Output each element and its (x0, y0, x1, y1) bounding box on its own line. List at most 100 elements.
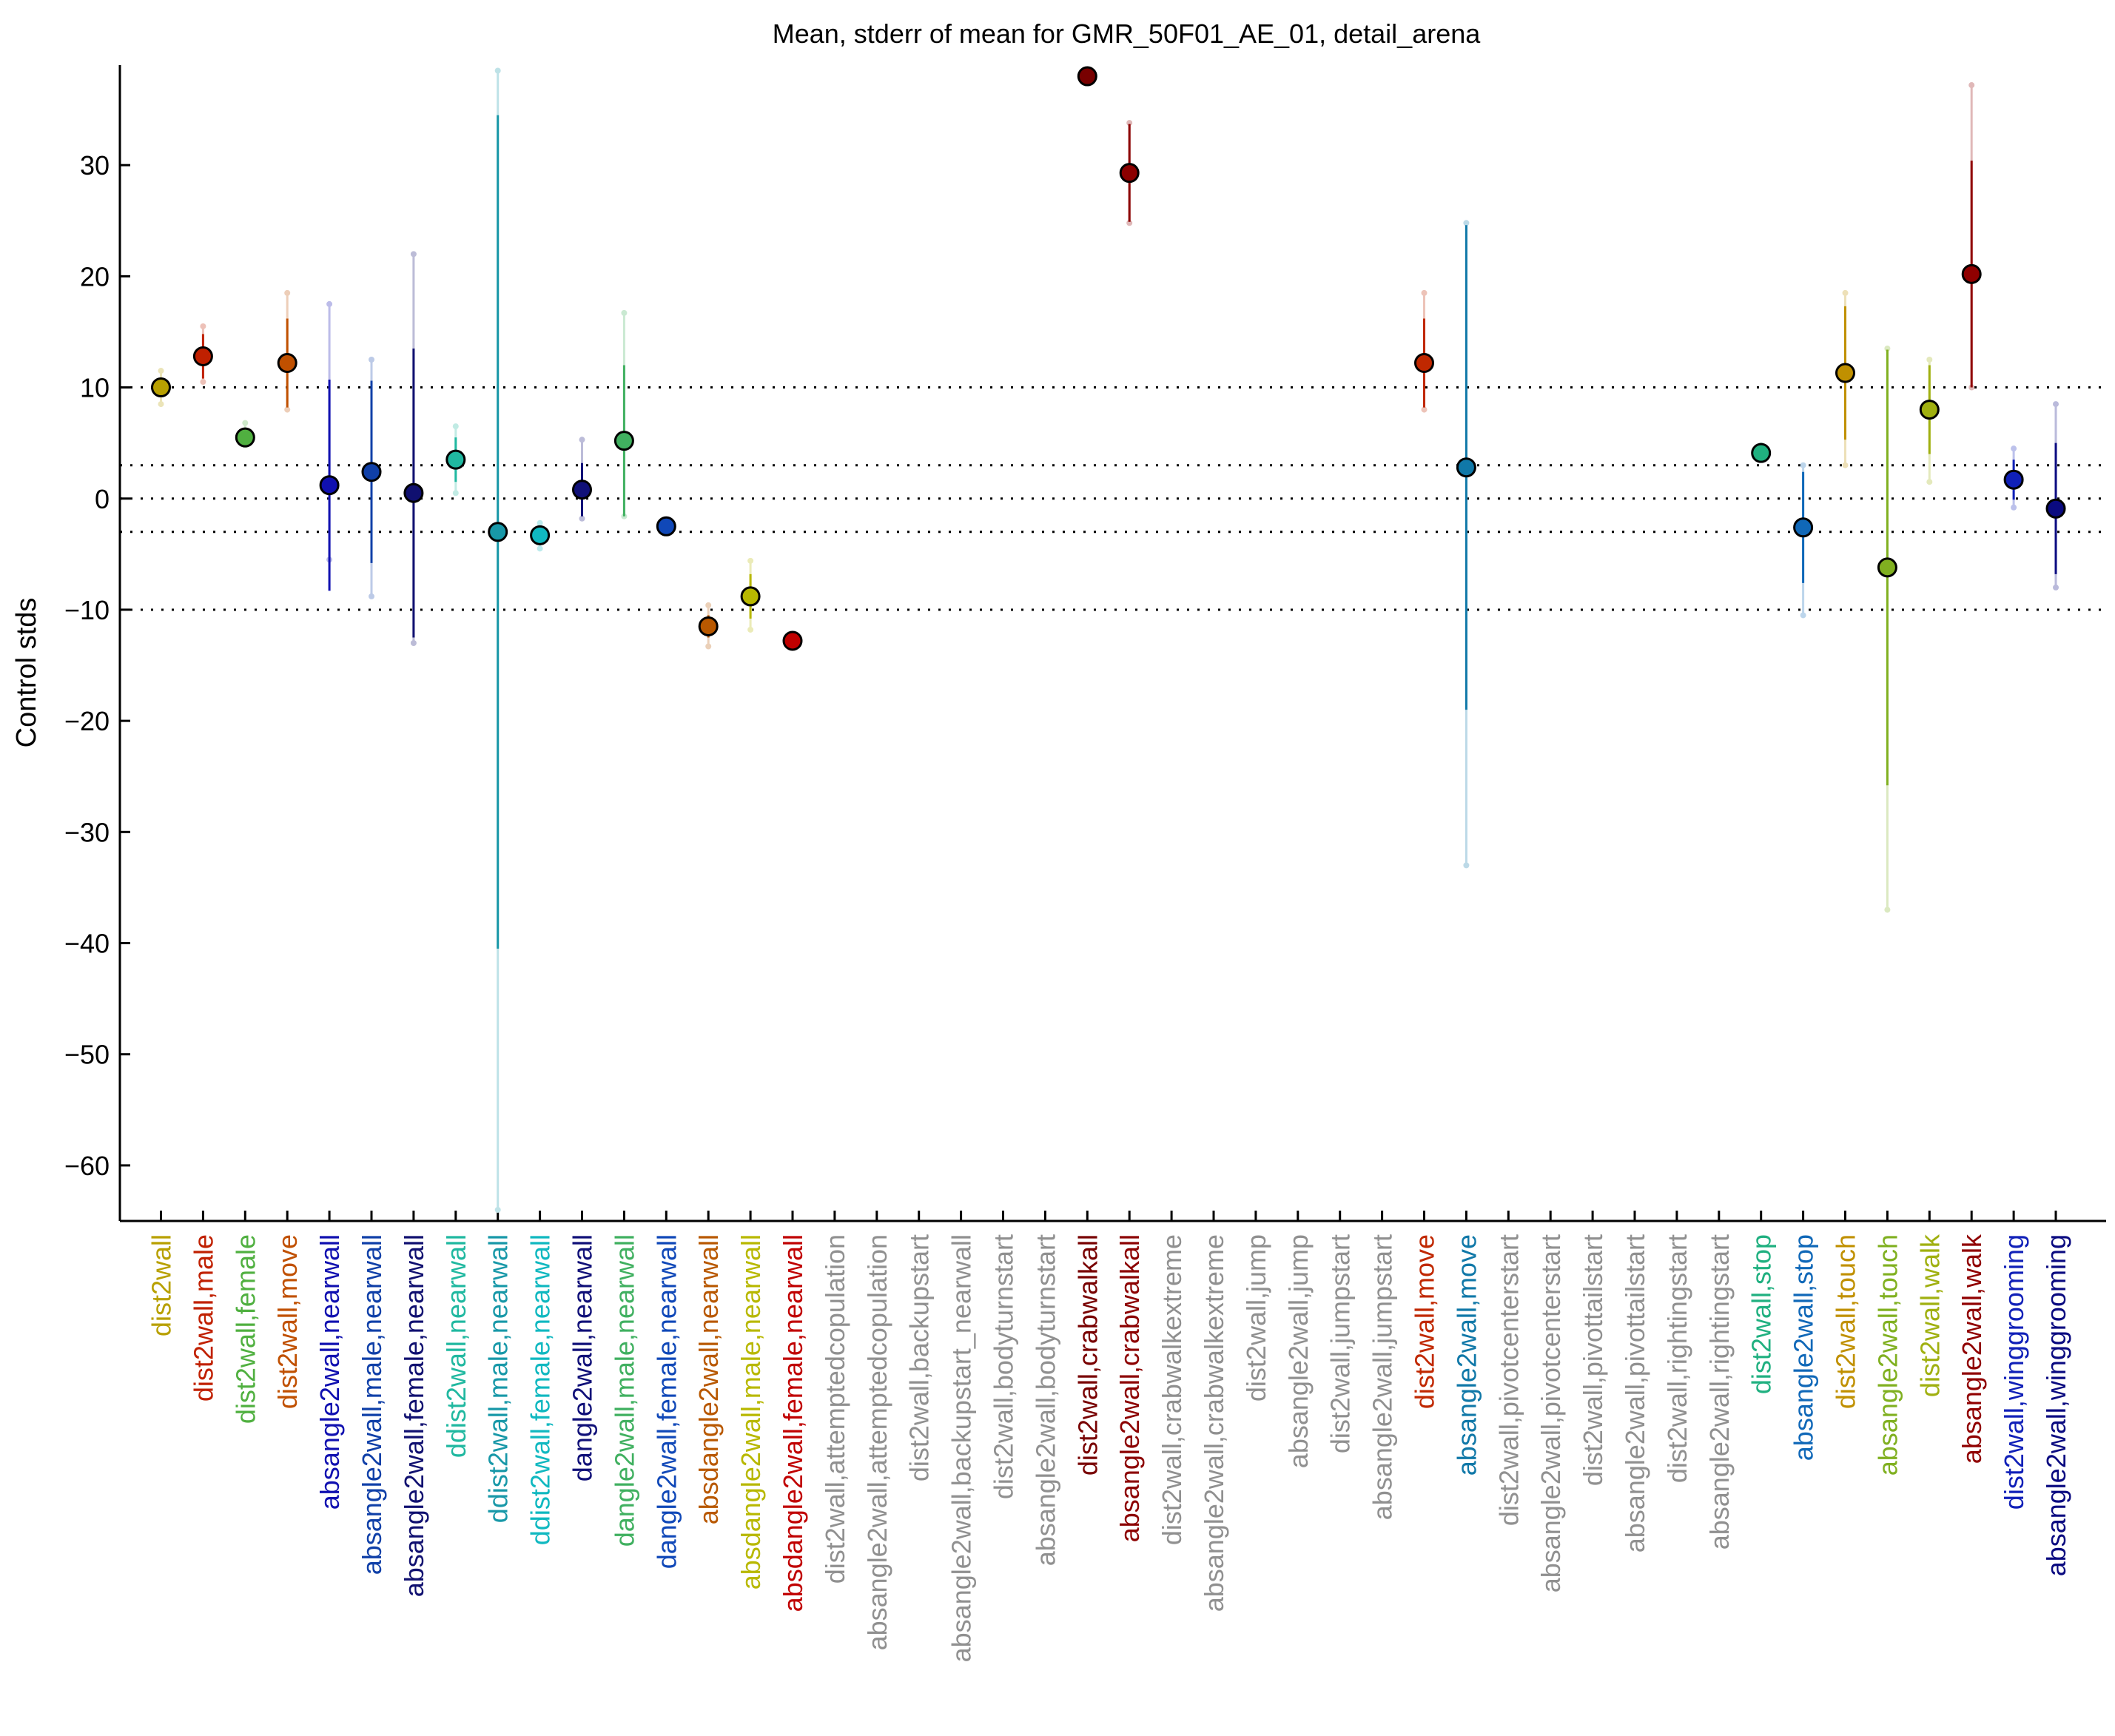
y-tick-label: −50 (64, 1040, 110, 1070)
category-label: ddist2wall,nearwall (441, 1234, 471, 1458)
data-point-group (782, 630, 803, 651)
range-max-point (537, 519, 543, 526)
range-max-point (1463, 220, 1470, 226)
category-label: absangle2wall,female,nearwall (399, 1234, 429, 1597)
mean-marker (2045, 498, 2066, 519)
y-axis-label: Control stds (11, 598, 42, 748)
range-max-point (1126, 120, 1133, 127)
range-max-point (410, 251, 417, 258)
y-tick-label: −10 (64, 595, 110, 625)
y-tick-label: 30 (80, 150, 110, 181)
data-point-group (403, 251, 424, 646)
category-label: absdangle2wall,female,nearwall (778, 1234, 808, 1612)
range-max-point (494, 67, 501, 74)
category-label: absangle2wall,move (1451, 1234, 1482, 1476)
category-label: dist2wall,jumpstart (1325, 1234, 1356, 1453)
category-label: dist2wall,touch (1831, 1234, 1861, 1409)
category-label: dist2wall,jump (1241, 1234, 1271, 1402)
category-label: absangle2wall,attemptedcopulation (862, 1234, 892, 1650)
category-label: absangle2wall,rightingstart (1704, 1234, 1735, 1550)
range-min-point (200, 379, 206, 386)
mean-marker (1751, 443, 1772, 463)
category-label: absdangle2wall,male,nearwall (736, 1234, 766, 1589)
range-max-point (621, 309, 628, 316)
mean-marker (1077, 66, 1097, 87)
range-min-point (410, 640, 417, 646)
range-min-point (1926, 479, 1933, 485)
data-point-group (2045, 401, 2066, 591)
category-label: absangle2wall,pivotcenterstart (1536, 1234, 1566, 1592)
range-max-point (1926, 357, 1933, 363)
range-min-point (284, 406, 291, 413)
data-point-group (235, 420, 255, 448)
data-point-group (656, 516, 676, 536)
data-point-group (1414, 289, 1434, 413)
data-point-group (698, 602, 719, 650)
category-label: absangle2wall,walk (1957, 1234, 1987, 1464)
data-point-group (1456, 220, 1476, 869)
category-label: ddist2wall,male,nearwall (483, 1234, 514, 1523)
range-min-point (747, 626, 754, 633)
category-label: absdangle2wall,nearwall (693, 1234, 724, 1524)
mean-marker (488, 522, 508, 542)
mean-marker (1961, 263, 1982, 284)
data-point-group (1919, 357, 1940, 485)
category-label: absangle2wall,male,nearwall (357, 1234, 387, 1575)
mean-marker (361, 462, 382, 482)
range-max-point (1842, 289, 1849, 296)
range-min-point (494, 1206, 501, 1213)
range-min-point (1800, 612, 1806, 619)
mean-marker (740, 586, 761, 607)
category-label: absangle2wall,bodyturnstart (1030, 1234, 1060, 1566)
category-label: dist2wall,pivottailstart (1578, 1234, 1608, 1486)
category-label: dist2wall,crabwalkextreme (1157, 1234, 1187, 1545)
category-label: absangle2wall,winggrooming (2041, 1234, 2071, 1576)
mean-marker (2003, 469, 2024, 490)
range-max-point (579, 437, 585, 443)
mean-marker (1414, 353, 1434, 374)
data-point-group (1961, 82, 1982, 391)
data-point-group (1835, 289, 1855, 468)
range-max-point (1421, 289, 1428, 296)
range-min-point (1842, 462, 1849, 468)
data-point-group (1877, 345, 1897, 913)
range-max-point (2053, 401, 2059, 408)
category-label: dangle2wall,nearwall (568, 1234, 598, 1481)
range-min-point (537, 545, 543, 552)
range-min-point (1126, 220, 1133, 226)
range-min-point (705, 643, 712, 650)
mean-marker (277, 353, 297, 374)
mean-marker (235, 427, 255, 448)
data-point-group (572, 437, 592, 522)
range-min-point (1884, 906, 1891, 913)
data-point-group (151, 368, 171, 408)
range-min-point (1463, 862, 1470, 869)
data-point-group (1793, 462, 1814, 619)
y-tick-label: −30 (64, 817, 110, 847)
mean-marker (319, 475, 340, 496)
range-max-point (747, 557, 754, 564)
range-max-point (1800, 462, 1806, 468)
category-label: dist2wall,backupstart (904, 1234, 935, 1481)
range-max-point (200, 323, 206, 329)
chart-title: Mean, stderr of mean for GMR_50F01_AE_01… (773, 18, 1482, 49)
mean-marker (782, 630, 803, 651)
mean-marker (1793, 517, 1814, 538)
data-point-group (1077, 66, 1097, 87)
category-label: ddist2wall,female,nearwall (525, 1234, 556, 1545)
range-min-point (2053, 584, 2059, 591)
range-max-point (284, 289, 291, 296)
range-max-point (158, 368, 164, 374)
range-min-point (158, 401, 164, 408)
mean-marker (1119, 163, 1140, 184)
mean-marker (151, 377, 171, 398)
data-point-group (2003, 445, 2024, 511)
range-min-point (369, 593, 374, 599)
mean-marker (1835, 363, 1855, 383)
mean-marker (1877, 557, 1897, 578)
mean-marker (1919, 400, 1940, 420)
range-min-point (579, 515, 585, 522)
category-label: absangle2wall,pivottailstart (1620, 1234, 1650, 1552)
